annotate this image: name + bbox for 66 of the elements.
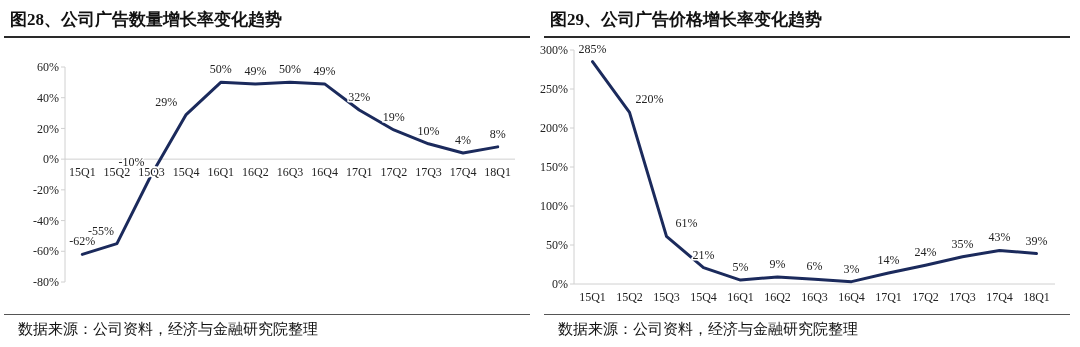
y-tick-label: 300% [540, 43, 568, 58]
x-tick-label: 17Q1 [345, 165, 373, 180]
data-label: 49% [313, 63, 336, 78]
y-tick-label: 200% [540, 121, 568, 136]
data-label: 43% [988, 230, 1011, 245]
x-tick-label: 15Q1 [68, 165, 96, 180]
x-tick-label: 15Q1 [579, 290, 606, 304]
x-tick-label: 17Q4 [449, 165, 477, 180]
x-tick-label: 17Q3 [415, 165, 442, 180]
x-tick-label: 16Q1 [207, 165, 235, 180]
x-tick-label: 17Q2 [380, 165, 408, 180]
data-label: 10% [417, 123, 440, 138]
chart-title: 图29、公司广告价格增长率变化趋势 [550, 10, 822, 29]
data-label: 49% [244, 63, 267, 78]
x-tick-label: 15Q4 [172, 165, 200, 180]
data-label: 32% [348, 90, 371, 104]
chart-title: 图28、公司广告数量增长率变化趋势 [10, 10, 282, 29]
x-tick-label: 17Q3 [949, 290, 976, 304]
data-label: 35% [951, 236, 974, 251]
x-tick-label: 16Q3 [801, 290, 828, 304]
x-tick-label: 15Q4 [690, 290, 717, 304]
y-tick-label: 250% [540, 82, 568, 97]
data-label: 39% [1025, 233, 1048, 248]
data-label: 6% [806, 259, 823, 274]
data-label: 61% [675, 216, 698, 231]
y-tick-label: 0% [552, 277, 568, 292]
data-label: 19% [382, 109, 405, 124]
source-note: 数据来源：公司资料，经济与金融研究院整理 [558, 321, 858, 337]
data-label: 8% [489, 126, 506, 141]
x-tick-label: 16Q1 [727, 290, 754, 304]
x-tick-label: 18Q1 [1023, 290, 1050, 304]
y-tick-label: -80% [33, 275, 59, 290]
data-label: 14% [877, 253, 900, 268]
x-tick-label: 16Q2 [764, 290, 791, 304]
y-tick-label: -40% [33, 213, 59, 228]
data-label: 285% [578, 41, 607, 56]
y-tick-label: 50% [546, 238, 568, 253]
x-tick-label: 16Q4 [311, 165, 338, 180]
y-tick-label: 20% [37, 121, 59, 136]
data-label: 3% [843, 261, 860, 276]
source-note: 数据来源：公司资料，经济与金融研究院整理 [18, 321, 318, 337]
x-tick-label: 18Q1 [484, 165, 512, 180]
data-label: 21% [692, 247, 715, 262]
data-label: 220% [635, 92, 664, 107]
data-label: 5% [732, 260, 749, 275]
y-tick-label: -20% [33, 183, 59, 198]
x-tick-label: 15Q3 [653, 290, 680, 304]
y-tick-label: 0% [43, 152, 59, 167]
data-label: 4% [455, 133, 472, 147]
x-tick-label: 15Q2 [616, 290, 643, 304]
data-label: 9% [769, 256, 786, 271]
data-label: 24% [914, 245, 937, 260]
y-tick-label: 150% [540, 160, 568, 175]
y-tick-label: 100% [540, 199, 568, 214]
y-tick-label: 60% [37, 60, 59, 75]
x-tick-label: 17Q1 [875, 290, 902, 304]
data-label: 50% [209, 62, 232, 77]
x-tick-label: 16Q3 [276, 165, 304, 180]
data-label: 29% [155, 94, 178, 109]
x-tick-label: 16Q2 [242, 165, 269, 180]
data-label: 50% [279, 62, 301, 77]
x-tick-label: 17Q4 [986, 290, 1013, 304]
x-tick-label: 16Q4 [838, 290, 865, 304]
y-tick-label: 40% [37, 90, 59, 105]
x-tick-label: 17Q2 [912, 290, 939, 304]
y-tick-label: -60% [33, 244, 59, 259]
